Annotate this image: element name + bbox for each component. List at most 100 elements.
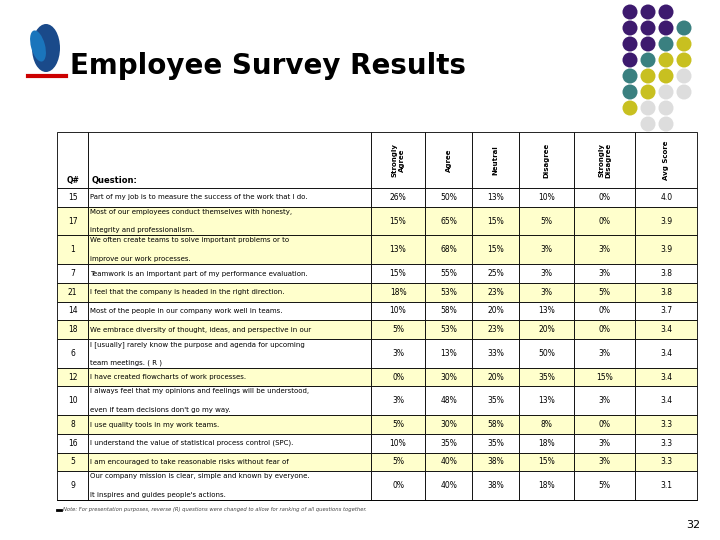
Text: 3.4: 3.4	[660, 349, 672, 358]
Text: 3.4: 3.4	[660, 373, 672, 382]
Text: 30%: 30%	[441, 373, 457, 382]
Text: Q#: Q#	[66, 176, 79, 185]
Text: 10%: 10%	[390, 306, 406, 315]
Text: Most of our employees conduct themselves with honesty,: Most of our employees conduct themselves…	[90, 208, 292, 215]
Text: 21: 21	[68, 288, 77, 297]
Text: 5%: 5%	[598, 288, 611, 297]
Bar	[635, 132, 697, 188]
Text: 15%: 15%	[390, 217, 406, 226]
Circle shape	[659, 21, 673, 36]
Bar	[88, 320, 371, 339]
Bar	[371, 471, 426, 500]
Text: 55%: 55%	[441, 269, 457, 278]
Text: 3%: 3%	[598, 457, 611, 467]
Circle shape	[641, 21, 655, 36]
Bar	[472, 434, 519, 453]
Bar	[57, 471, 88, 500]
Text: 15%: 15%	[487, 245, 504, 254]
Bar	[88, 264, 371, 283]
Circle shape	[677, 52, 691, 68]
Text: 5%: 5%	[392, 457, 404, 467]
Text: even if team decisions don't go my way.: even if team decisions don't go my way.	[90, 407, 230, 413]
Text: 3%: 3%	[598, 438, 611, 448]
Bar	[574, 339, 635, 368]
Text: 35%: 35%	[441, 438, 457, 448]
Text: 0%: 0%	[598, 193, 611, 202]
Bar	[472, 415, 519, 434]
Text: 25%: 25%	[487, 269, 504, 278]
Circle shape	[623, 100, 637, 116]
Circle shape	[623, 37, 637, 51]
Bar	[371, 264, 426, 283]
Bar	[635, 471, 697, 500]
Text: 13%: 13%	[390, 245, 406, 254]
Bar	[472, 207, 519, 235]
Circle shape	[659, 69, 673, 84]
Text: integrity and professionalism.: integrity and professionalism.	[90, 227, 194, 233]
Text: 3%: 3%	[598, 396, 611, 406]
Text: 3%: 3%	[598, 269, 611, 278]
Bar	[57, 264, 88, 283]
Bar	[426, 207, 472, 235]
Bar	[519, 434, 574, 453]
Text: 3%: 3%	[392, 396, 404, 406]
Bar	[635, 302, 697, 320]
Bar	[88, 453, 371, 471]
Bar	[472, 264, 519, 283]
Text: Part of my job is to measure the success of the work that I do.: Part of my job is to measure the success…	[90, 194, 307, 200]
Bar	[57, 415, 88, 434]
Bar	[57, 453, 88, 471]
Bar	[371, 368, 426, 387]
Text: 10: 10	[68, 396, 77, 406]
Text: 38%: 38%	[487, 457, 504, 467]
Text: I have created flowcharts of work processes.: I have created flowcharts of work proces…	[90, 374, 246, 380]
Text: 13%: 13%	[539, 306, 555, 315]
Text: 3%: 3%	[541, 245, 553, 254]
Text: 3%: 3%	[392, 349, 404, 358]
Text: 13%: 13%	[441, 349, 457, 358]
Text: 15%: 15%	[390, 269, 406, 278]
Bar	[635, 453, 697, 471]
Bar	[574, 471, 635, 500]
Circle shape	[623, 69, 637, 84]
Bar	[57, 368, 88, 387]
Bar	[426, 283, 472, 302]
Bar	[574, 264, 635, 283]
Bar	[635, 207, 697, 235]
Circle shape	[641, 52, 655, 68]
Bar	[519, 235, 574, 264]
Bar	[472, 235, 519, 264]
Text: I [usually] rarely know the purpose and agenda for upcoming: I [usually] rarely know the purpose and …	[90, 341, 305, 348]
Bar	[88, 302, 371, 320]
Text: 3%: 3%	[541, 269, 553, 278]
Circle shape	[677, 84, 691, 99]
Text: 3.8: 3.8	[660, 288, 672, 297]
Text: 20%: 20%	[487, 306, 504, 315]
Text: Agree: Agree	[446, 148, 451, 172]
Bar	[574, 368, 635, 387]
Text: 18%: 18%	[390, 288, 406, 297]
Bar	[426, 368, 472, 387]
Text: 5: 5	[70, 457, 75, 467]
Text: 8: 8	[71, 420, 75, 429]
Bar	[426, 132, 472, 188]
Text: 3.8: 3.8	[660, 269, 672, 278]
Text: 50%: 50%	[441, 193, 457, 202]
Text: 40%: 40%	[441, 457, 457, 467]
Text: 13%: 13%	[487, 193, 504, 202]
Text: 58%: 58%	[441, 306, 457, 315]
Text: 3.1: 3.1	[660, 481, 672, 490]
Text: We often create teams to solve important problems or to: We often create teams to solve important…	[90, 238, 289, 244]
Bar	[371, 453, 426, 471]
Bar	[635, 264, 697, 283]
Bar	[635, 283, 697, 302]
Text: 15%: 15%	[596, 373, 613, 382]
Text: 0%: 0%	[598, 306, 611, 315]
Text: 18%: 18%	[539, 481, 555, 490]
Text: 3.3: 3.3	[660, 457, 672, 467]
Text: 17: 17	[68, 217, 77, 226]
Text: 23%: 23%	[487, 325, 504, 334]
Bar	[426, 320, 472, 339]
Bar	[519, 188, 574, 207]
Bar	[574, 207, 635, 235]
